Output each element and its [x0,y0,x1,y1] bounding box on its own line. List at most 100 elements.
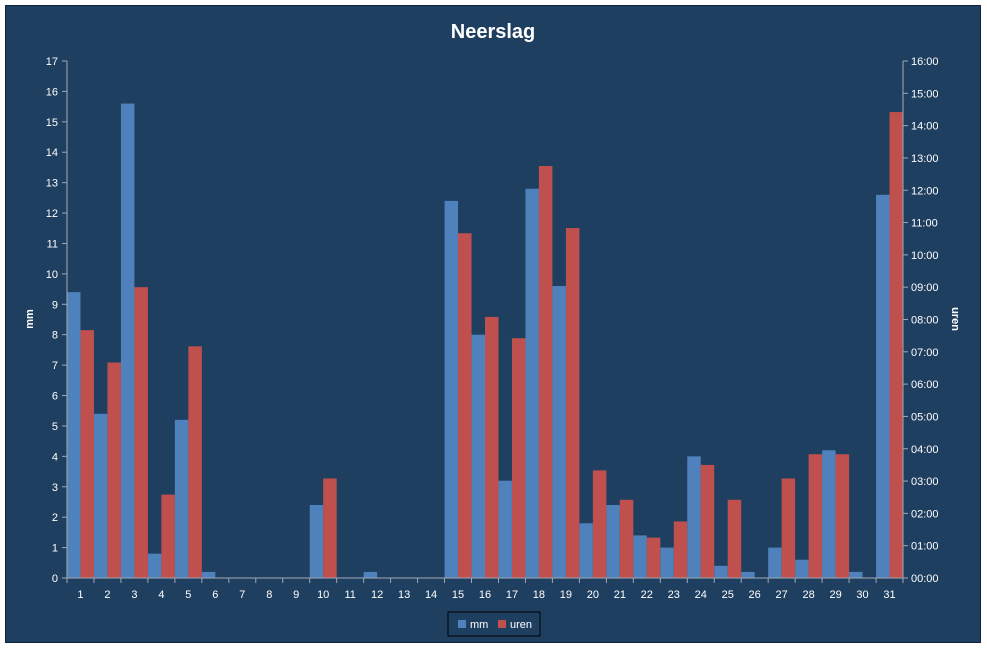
x-tick-label: 28 [802,589,814,601]
y2-tick-label: 06:00 [911,379,939,391]
x-tick-label: 29 [829,589,841,601]
bar-uren-28 [808,454,823,578]
y-tick-label: 0 [52,573,58,585]
legend-swatch-mm [458,620,466,628]
y2-tick-label: 10:00 [911,250,939,262]
x-tick-label: 3 [131,589,137,601]
y-tick-label: 11 [47,238,58,250]
bar-uren-23 [673,521,688,578]
y2-tick-label: 15:00 [911,88,939,100]
bar-uren-22 [646,537,661,578]
y2-tick-label: 04:00 [911,444,939,456]
bar-uren-3 [134,287,148,578]
y-tick-label: 2 [52,512,58,524]
y-tick-label: 5 [52,421,58,433]
y-tick-label: 13 [46,178,58,190]
bar-mm-2 [93,413,108,578]
x-tick-label: 16 [479,589,491,601]
bar-uren-18 [538,166,553,578]
bar-mm-19 [552,286,566,578]
y2-tick-label: 14:00 [911,121,939,133]
y-tick-label: 3 [52,482,58,494]
x-tick-label: 10 [317,589,329,601]
bar-mm-17 [498,480,512,578]
bar-mm-16 [471,334,485,578]
y2-tick-label: 09:00 [911,282,939,294]
y-tick-label: 8 [52,330,58,342]
x-tick-label: 2 [104,589,110,601]
bar-uren-19 [565,228,580,579]
bar-mm-1 [67,292,81,578]
y2-tick-label: 00:00 [911,573,939,585]
bar-mm-10 [309,505,324,578]
x-tick-label: 27 [776,589,788,601]
legend-box [447,611,541,637]
y-tick-label: 14 [46,147,58,159]
bar-mm-3 [120,103,135,578]
y-tick-label: 4 [52,451,58,463]
y2-tick-label: 03:00 [911,476,939,488]
bar-mm-15 [444,200,459,579]
x-tick-label: 15 [452,589,464,601]
bar-mm-5 [174,419,189,578]
y2-axis-label: uren [949,307,961,331]
y2-tick-label: 16:00 [911,56,939,68]
x-tick-label: 17 [506,589,518,601]
x-tick-label: 23 [668,589,680,601]
y-tick-label: 15 [46,117,58,129]
bar-mm-21 [606,505,620,578]
y-tick-label: 9 [52,299,58,311]
legend-label-mm: mm [470,619,488,631]
bars-layer [67,103,903,579]
bar-uren-24 [700,464,715,578]
x-tick-label: 6 [212,589,218,601]
bar-mm-27 [768,547,782,578]
x-tick-label: 20 [587,589,599,601]
y-tick-label: 7 [52,360,58,372]
x-tick-label: 25 [722,589,734,601]
y-tick-label: 16 [46,86,58,98]
y2-tick-label: 01:00 [911,541,939,553]
x-tick-label: 14 [425,589,437,601]
bar-mm-30 [849,571,863,578]
x-tick-label: 21 [614,589,626,601]
bar-mm-28 [795,559,809,578]
bar-uren-4 [161,494,175,578]
bar-uren-16 [485,316,499,578]
x-tick-label: 1 [77,589,83,601]
legend-swatch-uren [498,620,506,628]
bar-uren-25 [727,499,742,578]
x-tick-label: 9 [293,589,299,601]
x-tick-label: 13 [398,589,410,601]
x-tick-label: 31 [883,589,895,601]
y-tick-label: 17 [46,56,58,68]
y2-tick-label: 05:00 [911,411,939,423]
y2-tick-label: 12:00 [911,185,939,197]
x-tick-label: 26 [749,589,761,601]
x-tick-label: 5 [185,589,191,601]
bar-mm-4 [147,553,162,578]
bar-uren-17 [511,338,526,578]
bar-uren-5 [188,346,202,578]
bar-mm-22 [633,535,647,578]
axes-layer: 0123456789101112131415161700:0001:0002:0… [46,56,939,601]
legend-label-uren: uren [510,619,532,631]
bar-mm-23 [660,547,674,578]
y2-tick-label: 02:00 [911,508,939,520]
bar-mm-12 [363,571,378,578]
bar-mm-6 [201,571,216,578]
bar-uren-31 [889,112,903,579]
x-tick-label: 4 [158,589,164,601]
bar-mm-31 [876,194,890,578]
bar-mm-29 [822,450,836,578]
y-tick-label: 6 [52,391,58,403]
y2-tick-label: 13:00 [911,153,939,165]
bar-uren-20 [592,470,607,578]
bar-mm-25 [714,565,728,578]
bar-uren-10 [323,478,337,578]
bar-uren-1 [80,330,94,578]
x-tick-label: 19 [560,589,572,601]
x-tick-label: 11 [344,589,355,601]
bar-uren-29 [835,454,850,578]
y2-tick-label: 11:00 [911,218,938,230]
